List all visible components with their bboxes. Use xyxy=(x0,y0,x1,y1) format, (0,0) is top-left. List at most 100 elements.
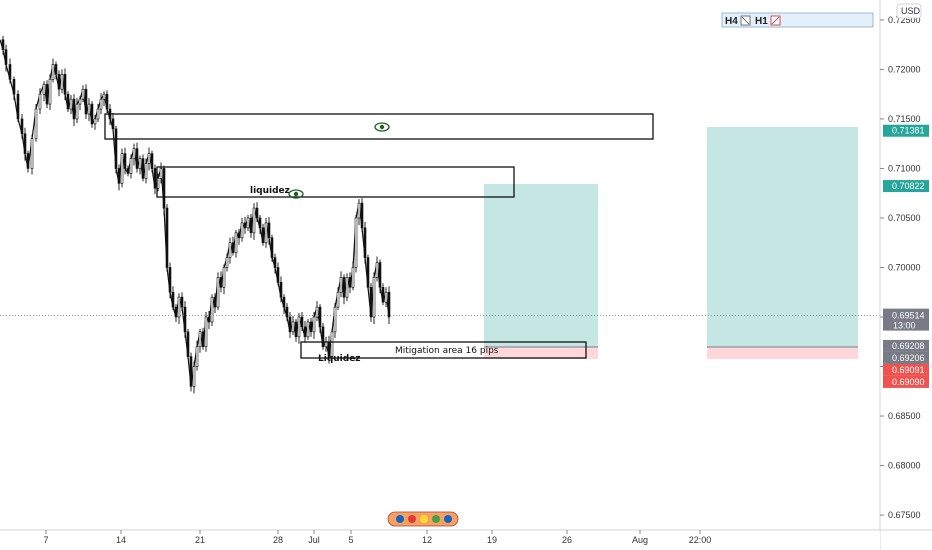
candle-body xyxy=(282,296,286,308)
candle-body xyxy=(123,153,127,169)
candle-body xyxy=(249,217,253,234)
price-label: 0.70822 xyxy=(892,181,925,191)
legend-item-h4[interactable]: H4 xyxy=(725,16,738,27)
profit-zone-2[interactable] xyxy=(707,127,858,347)
candle-body xyxy=(162,168,166,209)
candle-body xyxy=(300,316,304,328)
candle-body xyxy=(333,306,337,333)
candle-body xyxy=(222,267,226,288)
candle-body xyxy=(147,153,151,164)
candle-body xyxy=(297,316,301,338)
h4-chart-icon xyxy=(740,15,751,26)
candle-body xyxy=(111,118,115,130)
candle-body xyxy=(369,286,373,318)
candle-body xyxy=(114,128,118,169)
x-tick-label: 14 xyxy=(116,535,126,545)
candle-body xyxy=(81,88,85,100)
eye-icon xyxy=(288,189,304,199)
candle-body xyxy=(192,366,196,387)
x-tick-label: 21 xyxy=(195,535,205,545)
candle-body xyxy=(321,326,325,348)
profit-zone-1[interactable] xyxy=(484,184,598,347)
candle-body xyxy=(231,242,235,253)
candle-body xyxy=(267,222,271,239)
y-tick-label: 0.71000 xyxy=(888,163,921,173)
candle-body xyxy=(276,267,280,283)
candle-body xyxy=(360,202,364,229)
candle-body xyxy=(93,118,97,125)
price-label-background xyxy=(883,124,929,137)
candle-body xyxy=(4,49,8,65)
candle-body xyxy=(48,79,52,105)
candle-body xyxy=(354,217,358,268)
candle-body xyxy=(336,291,340,308)
candle-body xyxy=(135,148,139,169)
candle-body xyxy=(306,321,310,338)
mitigation-area-box[interactable] xyxy=(300,341,587,359)
y-tick-label: 0.70000 xyxy=(888,262,921,272)
candle-body xyxy=(198,331,202,348)
candle-body xyxy=(210,296,214,323)
current-price-value: 0.69514 xyxy=(892,311,925,321)
supply-zone-upper-box[interactable] xyxy=(104,113,654,140)
candle-body xyxy=(8,64,12,80)
candle-body xyxy=(357,202,361,219)
candle-body xyxy=(381,286,385,303)
candle-body xyxy=(180,296,184,308)
currency-label: USD xyxy=(901,6,921,16)
candle-body xyxy=(26,153,30,169)
candle-body xyxy=(252,207,256,234)
candle-body xyxy=(57,74,61,90)
candle-body xyxy=(384,291,388,303)
candle-body xyxy=(138,158,142,169)
candle-body xyxy=(153,168,157,189)
candle-body xyxy=(345,277,349,298)
liquidity-upper-label: liquidez xyxy=(250,186,290,196)
candle-body xyxy=(45,83,49,105)
candle-body xyxy=(351,267,355,288)
candle-body xyxy=(99,98,103,110)
x-tick-label: 28 xyxy=(273,535,283,545)
candle-body xyxy=(372,277,376,318)
candle-body xyxy=(315,306,319,318)
price-series-line xyxy=(0,39,390,387)
candle-body xyxy=(261,227,265,244)
candle-body xyxy=(330,331,334,357)
x-tick-label: 5 xyxy=(348,535,353,545)
candle-body xyxy=(117,168,121,184)
y-tick-label: 0.67500 xyxy=(888,510,921,520)
x-tick-label: Aug xyxy=(632,535,648,545)
candle-body xyxy=(132,148,136,159)
candle-body xyxy=(75,103,79,120)
candle-body xyxy=(183,306,187,333)
candle-body xyxy=(288,316,292,333)
economic-events-icon[interactable] xyxy=(387,511,459,527)
eye-icon xyxy=(374,122,390,132)
candle-body xyxy=(387,291,391,318)
candle-body xyxy=(237,232,241,239)
price-labels: 0.71381 0.70822 0.69208 0.69206 0.69091 0.690… xyxy=(883,124,929,388)
candle-body xyxy=(150,153,154,169)
liquidity-lower-label: Liquidez xyxy=(318,354,361,364)
legend[interactable]: H4 H1 xyxy=(721,12,874,28)
currency-button[interactable]: USD xyxy=(896,3,922,19)
y-tick-label: 0.68000 xyxy=(888,461,921,471)
candle-body xyxy=(30,138,34,169)
candle-body xyxy=(225,257,229,268)
supply-zone-lower-box[interactable] xyxy=(156,166,515,198)
y-tick-label: 0.72500 xyxy=(888,15,921,25)
candle-body xyxy=(264,222,268,244)
candle-body xyxy=(72,98,76,120)
candle-body xyxy=(201,331,205,348)
candle-body xyxy=(195,346,199,367)
candle-body xyxy=(42,83,46,95)
candle-body xyxy=(339,277,343,293)
legend-item-h1[interactable]: H1 xyxy=(755,16,768,27)
loss-zone-2[interactable] xyxy=(707,347,858,359)
candle-body xyxy=(270,237,274,258)
loss-zone-1[interactable] xyxy=(484,347,598,359)
candle-body xyxy=(189,356,193,387)
mitigation-area-label: Mitigation area 16 pips xyxy=(395,346,499,356)
candle-body xyxy=(234,232,238,253)
